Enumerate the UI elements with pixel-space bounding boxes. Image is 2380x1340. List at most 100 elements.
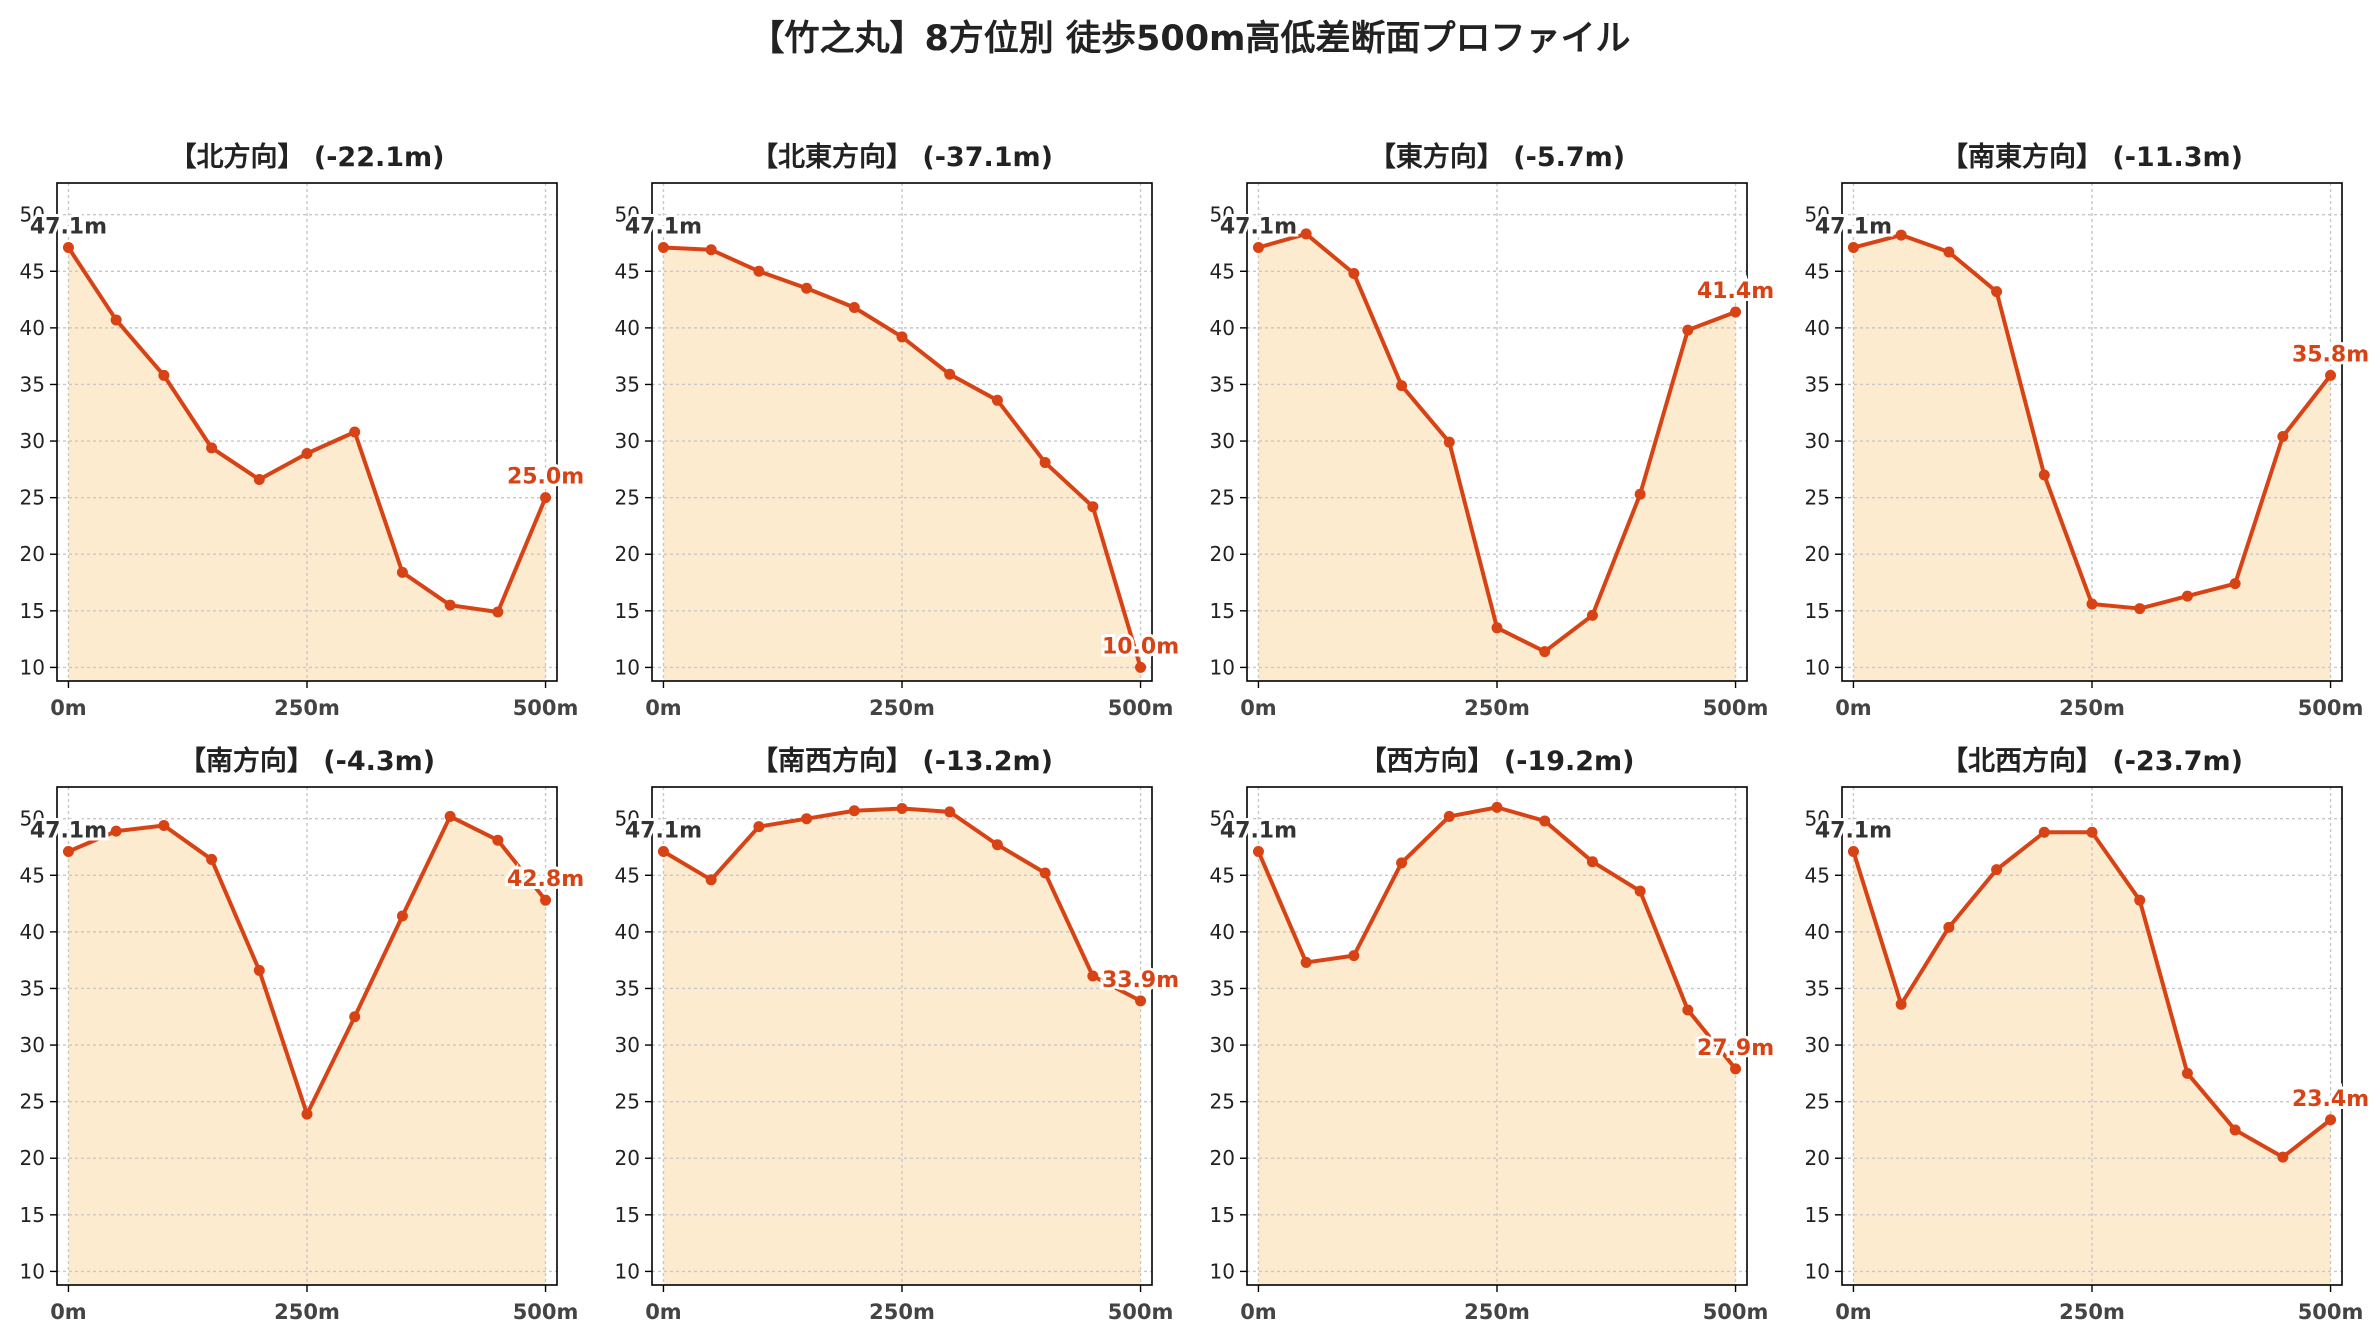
start-value-label: 47.1m (1220, 215, 1297, 240)
y-tick-label: 30 (615, 429, 640, 453)
data-point (1348, 950, 1360, 962)
y-tick-label: 15 (1805, 599, 1830, 623)
end-value-label: 41.4m (1697, 279, 1774, 304)
data-point (396, 566, 408, 578)
data-point (1991, 286, 2003, 298)
y-tick-label: 25 (20, 486, 45, 510)
data-point (396, 910, 408, 922)
data-point (2134, 603, 2146, 615)
y-tick-label: 25 (1210, 1090, 1235, 1114)
start-value-label: 47.1m (30, 819, 107, 844)
panel-title: 【東方向】 (-5.7m) (1369, 141, 1625, 173)
y-tick-label: 45 (20, 259, 45, 283)
y-tick-label: 10 (20, 655, 45, 679)
start-value-label: 47.1m (1815, 819, 1892, 844)
data-point (2086, 826, 2098, 838)
y-tick-label: 50 (20, 203, 45, 227)
y-tick-label: 25 (615, 486, 640, 510)
data-point (2038, 469, 2050, 481)
start-value-label: 47.1m (1815, 215, 1892, 240)
data-point (492, 606, 504, 618)
data-point (1491, 622, 1503, 634)
start-value-label: 47.1m (1220, 819, 1297, 844)
y-tick-label: 15 (615, 599, 640, 623)
y-tick-label: 50 (615, 203, 640, 227)
data-point (1682, 1004, 1694, 1016)
x-tick-label: 0m (1240, 696, 1277, 720)
end-value-label: 33.9m (1102, 968, 1179, 993)
data-point (1730, 1063, 1742, 1075)
data-point (158, 819, 170, 831)
data-point (991, 394, 1003, 406)
x-tick-label: 500m (1703, 1300, 1769, 1324)
data-point (848, 302, 860, 313)
data-point (2277, 1151, 2289, 1163)
y-tick-label: 45 (1805, 863, 1830, 887)
data-point (1943, 246, 1955, 258)
data-point (1252, 242, 1264, 254)
y-tick-label: 40 (20, 920, 45, 944)
y-tick-label: 35 (1210, 372, 1235, 396)
y-tick-label: 30 (20, 1033, 45, 1057)
y-tick-label: 10 (20, 1259, 45, 1283)
x-tick-label: 500m (513, 696, 579, 720)
x-tick-label: 250m (274, 1300, 340, 1324)
y-tick-label: 10 (615, 1259, 640, 1283)
y-tick-label: 45 (20, 863, 45, 887)
y-tick-label: 20 (1210, 1146, 1235, 1170)
y-tick-label: 40 (1210, 316, 1235, 340)
x-tick-label: 500m (2298, 696, 2364, 720)
data-point (1991, 864, 2003, 876)
data-point (2038, 826, 2050, 838)
y-tick-label: 40 (20, 316, 45, 340)
data-point (1847, 846, 1859, 858)
data-point (896, 803, 908, 815)
x-tick-label: 250m (1464, 1300, 1530, 1324)
data-point (1135, 661, 1147, 673)
y-tick-label: 10 (1210, 1259, 1235, 1283)
panel-title: 【北方向】 (-22.1m) (169, 141, 444, 173)
data-point (349, 1011, 361, 1023)
end-value-label: 10.0m (1102, 634, 1179, 659)
data-point (1443, 810, 1455, 822)
data-point (444, 599, 456, 611)
y-tick-label: 35 (615, 372, 640, 396)
y-tick-label: 50 (20, 807, 45, 831)
data-point (1895, 229, 1907, 241)
y-tick-label: 25 (615, 1090, 640, 1114)
x-tick-label: 500m (513, 1300, 579, 1324)
panel-title: 【南方向】 (-4.3m) (179, 745, 435, 777)
y-tick-label: 15 (1210, 1203, 1235, 1227)
data-point (1539, 815, 1551, 827)
end-value-label: 27.9m (1697, 1036, 1774, 1061)
data-point (2325, 369, 2337, 381)
y-tick-label: 20 (615, 1146, 640, 1170)
data-point (705, 244, 717, 256)
y-tick-label: 45 (1805, 259, 1830, 283)
panel-title: 【南西方向】 (-13.2m) (751, 745, 1053, 777)
y-tick-label: 30 (1210, 429, 1235, 453)
y-tick-label: 35 (1805, 976, 1830, 1000)
data-point (301, 448, 313, 460)
data-point (1943, 921, 1955, 933)
y-tick-label: 40 (1805, 316, 1830, 340)
x-tick-label: 250m (869, 696, 935, 720)
y-tick-label: 30 (615, 1033, 640, 1057)
x-tick-label: 0m (1240, 1300, 1277, 1324)
panel-title: 【北東方向】 (-37.1m) (751, 141, 1053, 173)
y-tick-label: 15 (615, 1203, 640, 1227)
x-tick-label: 500m (1703, 696, 1769, 720)
y-tick-label: 30 (20, 429, 45, 453)
figure-title: 【竹之丸】8方位別 徒歩500m高低差断面プロファイル (749, 19, 1631, 59)
y-tick-label: 35 (20, 976, 45, 1000)
data-point (62, 242, 74, 254)
data-point (1300, 956, 1312, 968)
data-point (1634, 488, 1646, 500)
y-tick-label: 50 (1805, 807, 1830, 831)
